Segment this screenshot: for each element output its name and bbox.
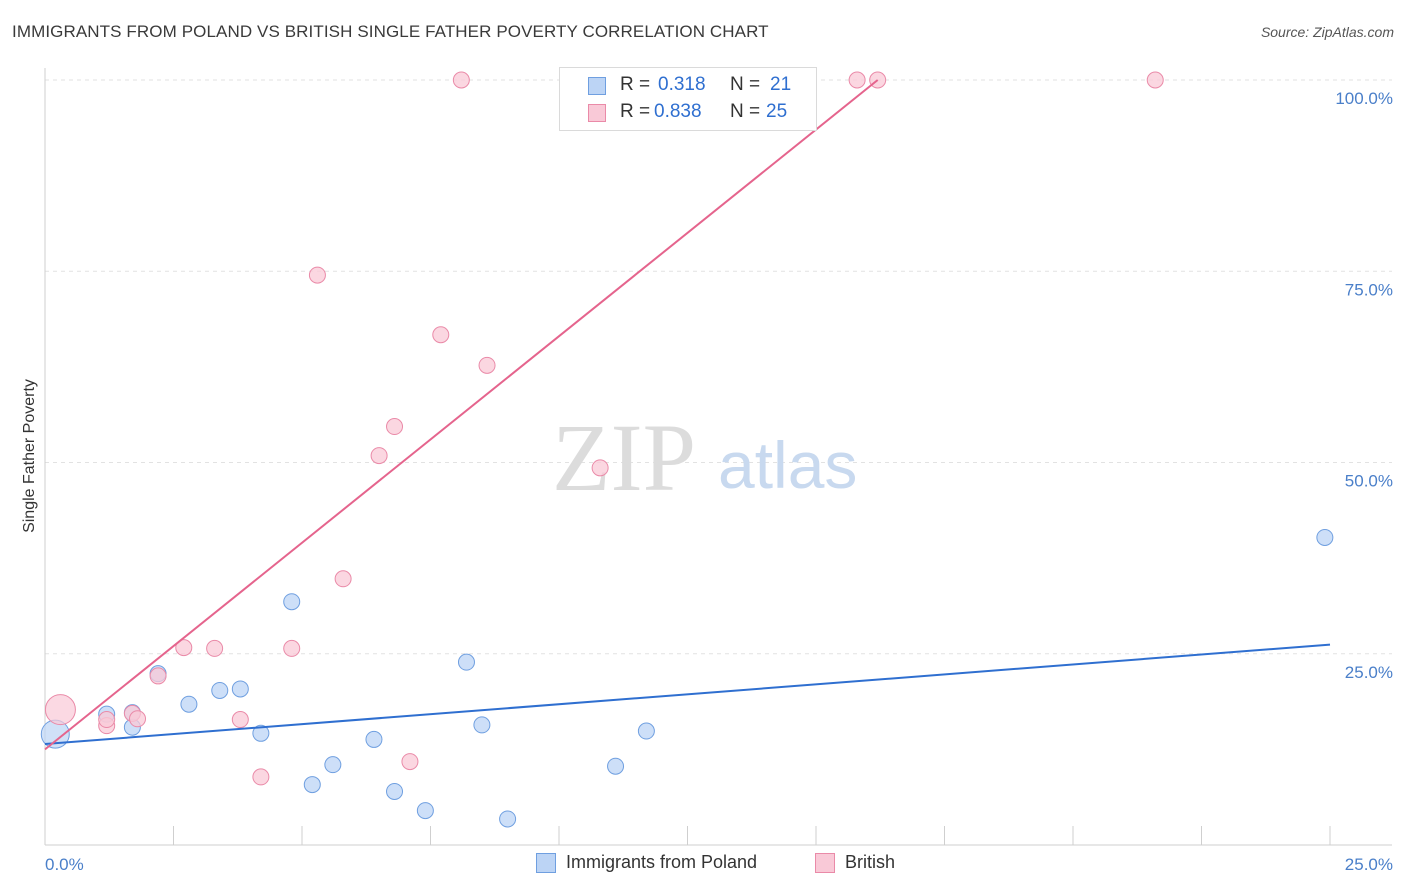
poland-point: [1316, 528, 1334, 546]
poland-point: [252, 724, 270, 742]
legend-label-british: British: [845, 852, 896, 872]
british-point: [848, 71, 866, 89]
british-point: [252, 768, 270, 786]
poland-point: [180, 695, 198, 713]
legend-r-label: R =: [620, 101, 651, 122]
british-point: [432, 326, 450, 344]
y-tick-label: 100.0%: [1335, 89, 1393, 108]
british-point: [386, 418, 404, 436]
poland-point: [231, 680, 249, 698]
british-swatch: [588, 104, 606, 122]
british-swatch: [815, 853, 835, 873]
poland-swatch: [536, 853, 556, 873]
poland-trend-line: [44, 643, 1331, 746]
legend-r-value-poland: 0.318: [658, 74, 706, 95]
legend-n-value-poland: 21: [770, 74, 792, 95]
legend-n-label: N =: [730, 101, 761, 122]
poland-point: [386, 782, 404, 800]
watermark-zip: ZIP: [552, 404, 696, 511]
poland-point: [365, 730, 383, 748]
trend-lines: [44, 79, 1331, 751]
x-tick-label: 25.0%: [1345, 855, 1393, 874]
british-point: [129, 710, 147, 728]
grid: [45, 79, 1392, 655]
british-point: [591, 459, 609, 477]
british-trend-line: [44, 79, 879, 751]
poland-point: [637, 722, 655, 740]
poland-point: [473, 716, 491, 734]
british-point: [334, 570, 352, 588]
british-point: [452, 71, 470, 89]
x-tick-label: 0.0%: [45, 855, 84, 874]
british-point: [478, 356, 496, 374]
legend-item-poland: Immigrants from Poland: [536, 852, 796, 876]
legend-item-british: British: [815, 852, 935, 876]
british-point: [1146, 71, 1164, 89]
british-point: [149, 667, 167, 685]
legend-n-label: N =: [730, 74, 761, 95]
legend-row-british: R = 0.838 N = 25: [588, 101, 808, 127]
poland-point: [303, 776, 321, 794]
british-point: [401, 753, 419, 771]
axes: [44, 68, 1392, 846]
british-point: [175, 639, 193, 657]
poland-point: [324, 756, 342, 774]
poland-point: [211, 681, 229, 699]
tick-labels: 25.0% 50.0% 75.0% 100.0% 0.0% 25.0%: [45, 89, 1393, 874]
y-tick-label: 75.0%: [1345, 280, 1393, 299]
legend-r-label: R =: [620, 74, 651, 95]
british-point: [308, 266, 326, 284]
chart-title: IMMIGRANTS FROM POLAND VS BRITISH SINGLE…: [12, 22, 769, 41]
british-point: [98, 711, 116, 729]
legend-r-value-british: 0.838: [654, 101, 702, 122]
british-point: [370, 447, 388, 465]
poland-point: [607, 757, 625, 775]
british-point: [283, 639, 301, 657]
correlation-legend: R = 0.318 N = 21 R = 0.838 N = 25: [559, 67, 817, 131]
british-point: [231, 711, 249, 729]
british-point: [44, 694, 76, 726]
y-tick-label: 50.0%: [1345, 472, 1393, 491]
legend-n-value-british: 25: [766, 101, 788, 122]
legend-label-poland: Immigrants from Poland: [566, 852, 758, 872]
y-tick-label: 25.0%: [1345, 663, 1393, 682]
poland-point: [457, 653, 475, 671]
source-label: Source: ZipAtlas.com: [1260, 24, 1394, 40]
watermark: ZIP atlas: [552, 404, 857, 511]
british-point: [206, 639, 224, 657]
poland-point: [499, 810, 517, 828]
legend-row-poland: R = 0.318 N = 21: [588, 74, 808, 100]
poland-swatch: [588, 77, 606, 95]
poland-point: [283, 593, 301, 611]
watermark-atlas: atlas: [718, 428, 857, 502]
poland-point: [416, 802, 434, 820]
